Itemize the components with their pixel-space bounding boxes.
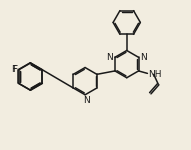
Text: N: N (83, 96, 89, 105)
Text: F: F (11, 65, 16, 74)
Text: N: N (140, 53, 147, 62)
Text: F: F (12, 65, 17, 74)
Text: N: N (106, 53, 113, 62)
Text: NH: NH (148, 70, 162, 79)
